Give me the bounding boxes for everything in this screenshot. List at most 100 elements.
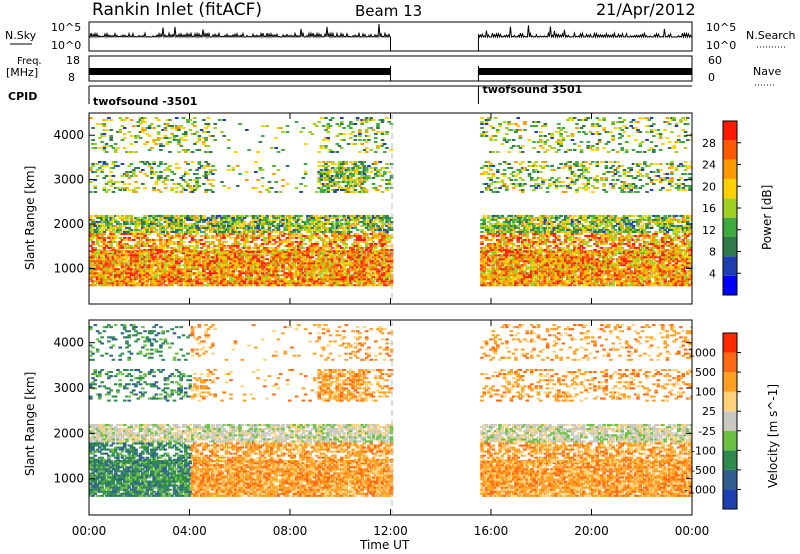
- heatmap-cell: [147, 226, 152, 229]
- heatmap-cell: [113, 280, 118, 283]
- heatmap-cell: [208, 150, 213, 153]
- heatmap-cell: [235, 184, 240, 187]
- heatmap-cell: [179, 278, 184, 281]
- heatmap-cell: [321, 124, 326, 127]
- heatmap-cell: [317, 226, 321, 229]
- heatmap-cell: [324, 284, 328, 287]
- heatmap-cell: [231, 228, 236, 231]
- heatmap-cell: [222, 264, 227, 267]
- heatmap-cell: [265, 272, 269, 275]
- heatmap-cell: [310, 268, 315, 271]
- heatmap-cell: [355, 216, 360, 219]
- heatmap-cell: [287, 260, 292, 263]
- heatmap-cell: [154, 246, 159, 249]
- heatmap-cell: [120, 224, 125, 227]
- heatmap-cell: [224, 218, 229, 221]
- heatmap-cell: [202, 118, 206, 121]
- heatmap-cell: [190, 230, 195, 233]
- heatmap-cell: [324, 236, 328, 239]
- heatmap-cell: [482, 216, 487, 219]
- heatmap-cell: [174, 270, 179, 273]
- heatmap-cell: [217, 232, 222, 235]
- heatmap-cell: [315, 260, 319, 263]
- heatmap-cell: [285, 262, 290, 265]
- heatmap-cell: [174, 116, 179, 119]
- heatmap-cell: [364, 128, 369, 131]
- heatmap-cell: [324, 228, 328, 231]
- heatmap-cell: [125, 258, 129, 261]
- heatmap-cell: [159, 142, 163, 145]
- heatmap-cell: [482, 264, 487, 267]
- heatmap-cell: [129, 268, 134, 271]
- heatmap-cell: [213, 260, 217, 263]
- heatmap-cell: [91, 236, 95, 239]
- heatmap-cell: [265, 248, 269, 251]
- heatmap-cell: [226, 250, 231, 253]
- heatmap-cell: [134, 242, 138, 245]
- heatmap-cell: [224, 234, 229, 237]
- heatmap-cell: [116, 146, 120, 149]
- heatmap-cell: [378, 226, 383, 229]
- heatmap-cell: [159, 264, 163, 267]
- heatmap-cell: [174, 190, 179, 193]
- heatmap-cell: [247, 276, 251, 279]
- heatmap-cell: [98, 248, 102, 251]
- heatmap-cell: [109, 218, 113, 221]
- heatmap-cell: [181, 214, 186, 217]
- heatmap-cell: [301, 226, 306, 229]
- heatmap-cell: [256, 258, 260, 261]
- heatmap-cell: [93, 234, 98, 237]
- heatmap-cell: [213, 282, 217, 285]
- heatmap-cell: [145, 282, 150, 285]
- heatmap-cell: [294, 120, 299, 123]
- heatmap-cell: [258, 228, 263, 231]
- heatmap-cell: [362, 160, 367, 163]
- heatmap-cell: [109, 274, 113, 277]
- heatmap-cell: [202, 142, 206, 145]
- heatmap-cell: [500, 226, 505, 229]
- heatmap-cell: [317, 224, 321, 227]
- heatmap-cell: [107, 180, 111, 183]
- heatmap-cell: [294, 218, 299, 221]
- heatmap-cell: [226, 146, 231, 149]
- heatmap-cell: [254, 266, 258, 269]
- heatmap-cell: [260, 268, 265, 271]
- heatmap-cell: [337, 184, 342, 187]
- heatmap-cell: [129, 246, 134, 249]
- heatmap-cell: [161, 144, 165, 147]
- heatmap-cell: [109, 276, 113, 279]
- heatmap-cell: [109, 256, 113, 259]
- heatmap-cell: [491, 252, 496, 255]
- heatmap-cell: [93, 272, 98, 275]
- heatmap-cell: [346, 264, 351, 267]
- heatmap-cell: [378, 270, 383, 273]
- heatmap-cell: [245, 224, 249, 227]
- heatmap-cell: [355, 176, 360, 179]
- heatmap-cell: [240, 254, 245, 257]
- heatmap-cell: [152, 276, 156, 279]
- heatmap-cell: [118, 262, 122, 265]
- heatmap-cell: [358, 190, 362, 193]
- heatmap-cell: [170, 282, 175, 285]
- heatmap-cell: [98, 250, 102, 253]
- heatmap-cell: [165, 136, 170, 139]
- heatmap-cell: [229, 252, 233, 255]
- heatmap-cell: [260, 244, 265, 247]
- heatmap-cell: [283, 260, 288, 263]
- heatmap-cell: [190, 222, 195, 225]
- heatmap-cell: [360, 188, 364, 191]
- heatmap-cell: [505, 252, 509, 255]
- heatmap-cell: [120, 244, 125, 247]
- heatmap-cell: [91, 256, 95, 259]
- heatmap-cell: [113, 282, 118, 285]
- heatmap-cell: [326, 226, 331, 229]
- heatmap-cell: [141, 278, 145, 281]
- heatmap-cell: [500, 234, 505, 237]
- heatmap-cell: [190, 282, 195, 285]
- heatmap-cell: [199, 272, 204, 275]
- heatmap-cell: [373, 246, 378, 249]
- heatmap-cell: [113, 230, 118, 233]
- heatmap-cell: [168, 278, 172, 281]
- heatmap-cell: [208, 268, 213, 271]
- heatmap-cell: [199, 252, 204, 255]
